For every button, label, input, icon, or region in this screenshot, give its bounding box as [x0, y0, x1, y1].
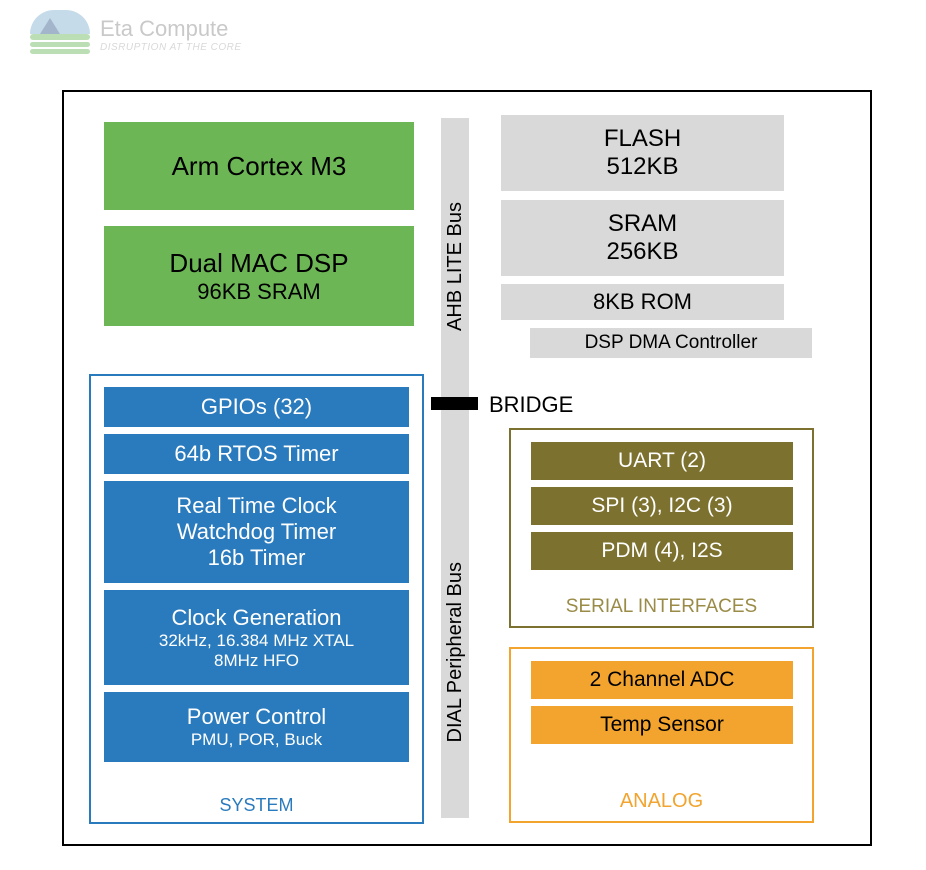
bridge-label: BRIDGE: [489, 392, 573, 418]
dma-label: DSP DMA Controller: [585, 332, 758, 354]
block-cortex-m3: Arm Cortex M3: [104, 122, 414, 210]
analog-label: ANALOG: [511, 790, 812, 813]
clockgen-hfo: 8MHz HFO: [214, 651, 299, 671]
block-gpios: GPIOs (32): [104, 387, 409, 427]
ahb-bus-label: AHB LITE Bus: [444, 202, 467, 331]
power-title: Power Control: [187, 704, 326, 730]
rtos-timer-label: 64b RTOS Timer: [174, 441, 338, 467]
block-pdm-i2s: PDM (4), I2S: [531, 532, 793, 570]
block-rtos-timer: 64b RTOS Timer: [104, 434, 409, 474]
cortex-m3-label: Arm Cortex M3: [172, 151, 347, 182]
clockgen-xtal: 32kHz, 16.384 MHz XTAL: [159, 631, 354, 651]
serial-label: SERIAL INTERFACES: [511, 596, 812, 618]
sram-title: SRAM: [608, 210, 677, 238]
rom-label: 8KB ROM: [593, 289, 692, 315]
block-rom: 8KB ROM: [501, 284, 784, 320]
gpios-label: GPIOs (32): [201, 394, 312, 420]
block-spi-i2c: SPI (3), I2C (3): [531, 487, 793, 525]
clockgen-title: Clock Generation: [172, 605, 342, 631]
block-timers: Real Time Clock Watchdog Timer 16b Timer: [104, 481, 409, 583]
block-dsp: Dual MAC DSP 96KB SRAM: [104, 226, 414, 326]
power-sub: PMU, POR, Buck: [191, 730, 322, 750]
spi-i2c-label: SPI (3), I2C (3): [591, 494, 732, 518]
timer16b-label: 16b Timer: [208, 545, 306, 571]
block-temp-sensor: Temp Sensor: [531, 706, 793, 744]
system-label: SYSTEM: [91, 795, 422, 816]
bridge-mark: [431, 397, 478, 410]
dial-bus-label: DIAL Peripheral Bus: [444, 562, 467, 742]
block-uart: UART (2): [531, 442, 793, 480]
sram-size: 256KB: [606, 238, 678, 266]
block-adc: 2 Channel ADC: [531, 661, 793, 699]
logo: Eta Compute DISRUPTION AT THE CORE: [30, 10, 242, 58]
logo-tagline: DISRUPTION AT THE CORE: [100, 42, 242, 53]
pdm-i2s-label: PDM (4), I2S: [601, 539, 722, 563]
rtc-label: Real Time Clock: [176, 493, 336, 519]
block-sram: SRAM 256KB: [501, 200, 784, 276]
uart-label: UART (2): [618, 449, 706, 473]
dsp-title: Dual MAC DSP: [169, 248, 348, 279]
block-flash: FLASH 512KB: [501, 115, 784, 191]
block-power: Power Control PMU, POR, Buck: [104, 692, 409, 762]
flash-title: FLASH: [604, 125, 681, 153]
dsp-sram: 96KB SRAM: [197, 279, 321, 305]
block-diagram: Arm Cortex M3 Dual MAC DSP 96KB SRAM FLA…: [62, 90, 872, 846]
logo-icon: [30, 10, 90, 58]
block-clockgen: Clock Generation 32kHz, 16.384 MHz XTAL …: [104, 590, 409, 685]
watchdog-label: Watchdog Timer: [177, 519, 336, 545]
logo-company: Eta Compute: [100, 16, 242, 42]
adc-label: 2 Channel ADC: [590, 668, 735, 692]
flash-size: 512KB: [606, 153, 678, 181]
block-dma: DSP DMA Controller: [530, 328, 812, 358]
temp-sensor-label: Temp Sensor: [600, 713, 724, 737]
